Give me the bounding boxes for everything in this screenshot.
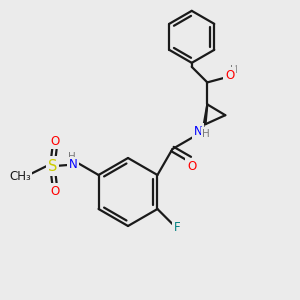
Text: S: S [48,159,57,174]
Text: H: H [202,129,210,139]
Text: CH₃: CH₃ [9,170,31,183]
Text: H: H [230,65,237,75]
Text: O: O [187,160,196,172]
Text: N: N [194,124,202,137]
Text: F: F [174,221,180,234]
Text: O: O [225,69,234,82]
Text: N: N [69,158,77,172]
Text: O: O [51,135,60,148]
Text: O: O [51,185,60,198]
Text: H: H [68,152,76,162]
